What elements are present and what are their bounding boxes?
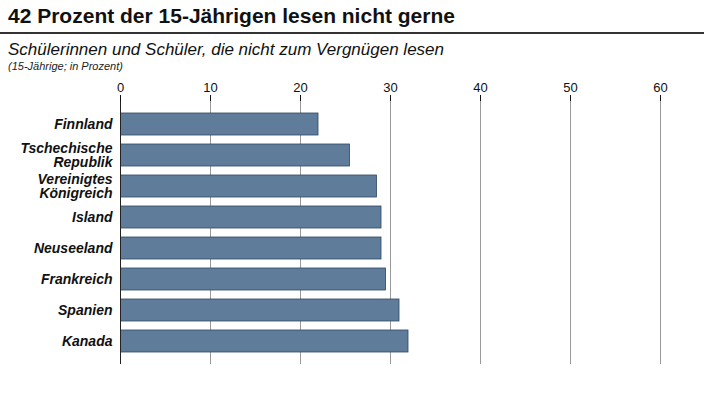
svg-text:Kanada: Kanada (62, 333, 113, 349)
svg-text:Finnland: Finnland (54, 116, 113, 132)
svg-text:Frankreich: Frankreich (41, 271, 113, 287)
svg-text:40: 40 (473, 80, 487, 95)
svg-text:Neuseeland: Neuseeland (34, 240, 113, 256)
svg-text:Spanien: Spanien (58, 302, 112, 318)
html-text:42 Prozent der 15-Jährigen les: 42 Prozent der 15-Jährigen lesen nicht g… (8, 4, 455, 27)
svg-text:Island: Island (72, 209, 113, 225)
svg-text:VereinigtesKönigreich: VereinigtesKönigreich (38, 171, 113, 201)
svg-text:TschechischeRepublik: TschechischeRepublik (20, 140, 113, 170)
svg-text:20: 20 (293, 80, 307, 95)
svg-text:30: 30 (383, 80, 397, 95)
html-text:(15-Jährige; in Prozent): (15-Jährige; in Prozent) (8, 60, 123, 72)
svg-text:50: 50 (563, 80, 577, 95)
html-text:Schülerinnen und Schüler, die: Schülerinnen und Schüler, die nicht zum … (8, 40, 444, 59)
svg-text:60: 60 (653, 80, 667, 95)
svg-text:0: 0 (117, 80, 124, 95)
svg-text:10: 10 (203, 80, 217, 95)
